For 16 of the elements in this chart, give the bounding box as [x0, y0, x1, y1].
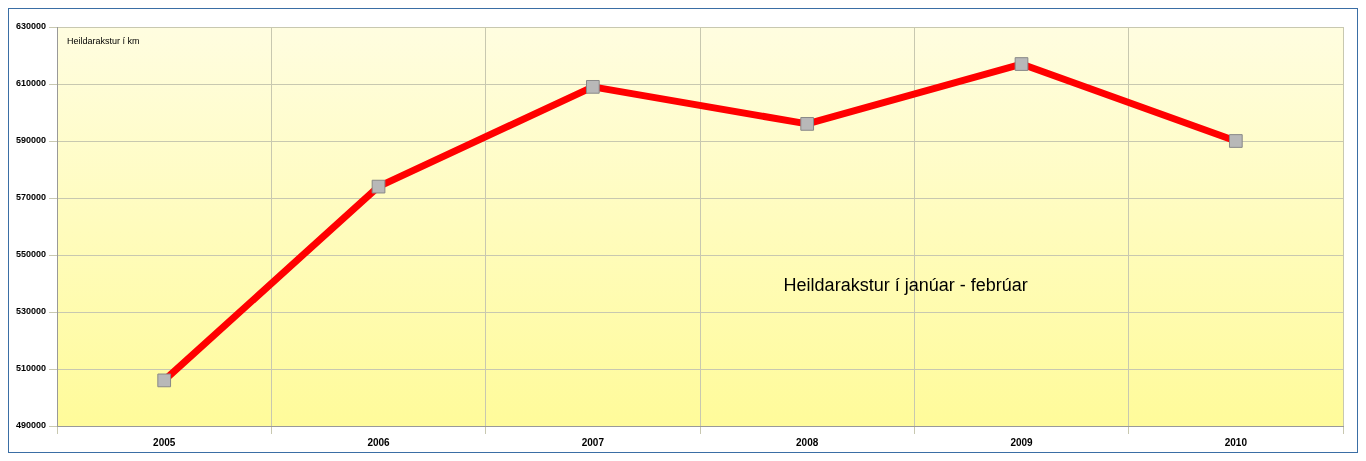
x-tick-label: 2005	[153, 436, 176, 448]
x-tick-label: 2009	[1010, 436, 1034, 448]
y-tick-label: 530000	[15, 306, 47, 317]
y-tick-label: 550000	[15, 249, 47, 260]
text: Heildarakstur í janúar - febrúar	[783, 275, 1028, 296]
y-tick-label: 630000	[15, 21, 47, 32]
x-tick-label: 2008	[796, 436, 819, 448]
x-tick-label: 2006	[367, 436, 391, 448]
y-axis-title: Heildarakstur í km	[67, 35, 140, 46]
y-tick-label: 490000	[15, 420, 47, 431]
x-tick-label: 2010	[1224, 436, 1248, 448]
y-tick-label: 610000	[15, 78, 47, 89]
y-tick-label: 590000	[15, 135, 47, 146]
y-tick-label: 510000	[15, 363, 47, 374]
y-tick-label: 570000	[15, 192, 47, 203]
x-tick-label: 2007	[581, 436, 605, 448]
